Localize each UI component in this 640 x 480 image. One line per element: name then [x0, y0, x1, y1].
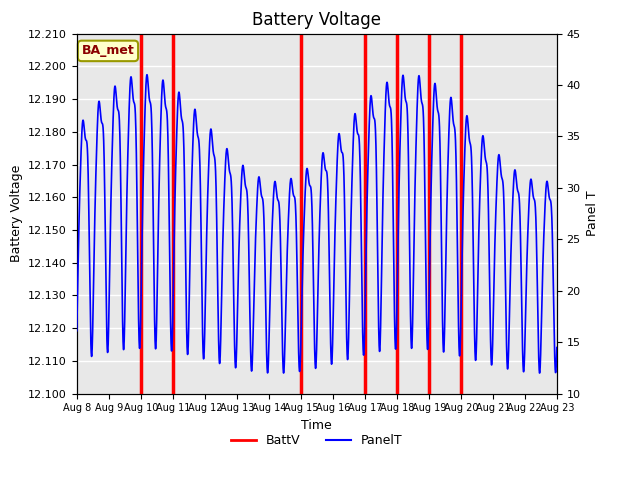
- Y-axis label: Battery Voltage: Battery Voltage: [10, 165, 22, 262]
- Legend: BattV, PanelT: BattV, PanelT: [226, 429, 408, 452]
- Y-axis label: Panel T: Panel T: [586, 191, 599, 237]
- Text: BA_met: BA_met: [82, 44, 134, 58]
- Title: Battery Voltage: Battery Voltage: [252, 11, 381, 29]
- X-axis label: Time: Time: [301, 419, 332, 432]
